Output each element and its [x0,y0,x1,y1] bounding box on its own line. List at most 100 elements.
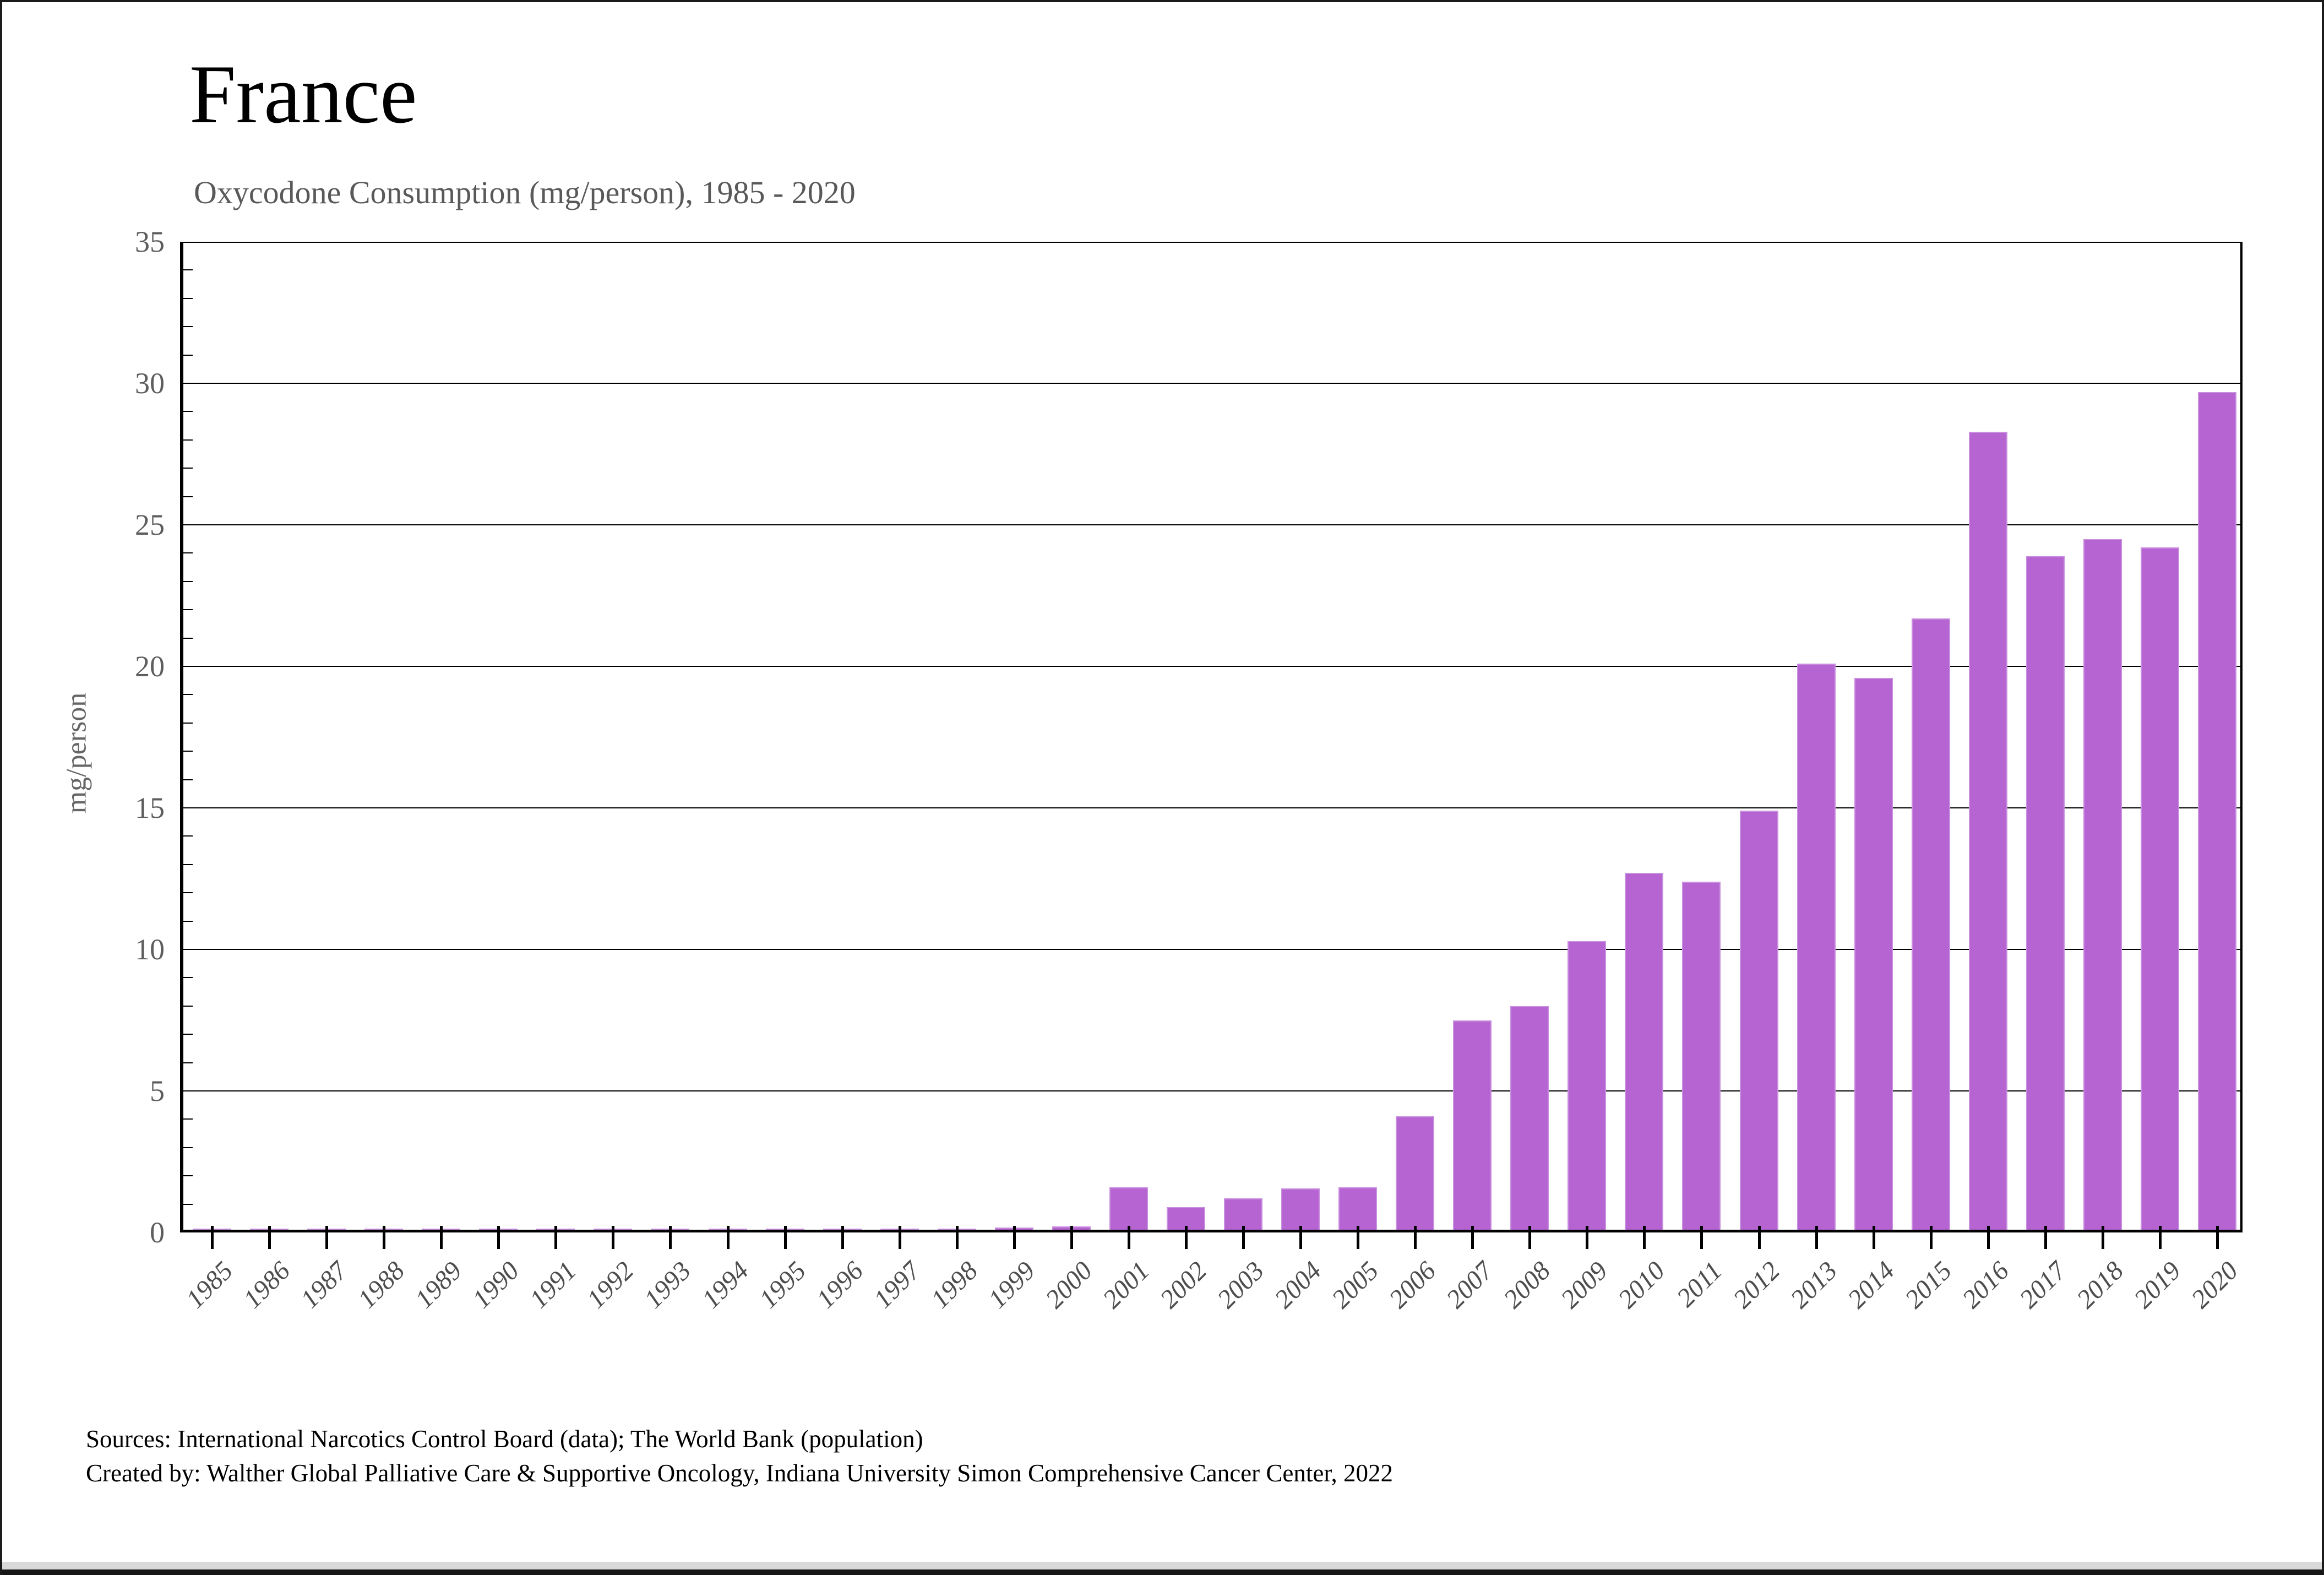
x-tick-1985 [211,1226,214,1249]
footer-credits: Sources: International Narcotics Control… [86,1422,1393,1490]
y-tick-label-30: 30 [135,367,165,400]
bar-2009 [1568,941,1607,1230]
y-minor-tick [183,751,193,752]
x-tick-2015 [1929,1226,1933,1249]
gridline-y-25 [183,524,2240,525]
bar-2014 [1854,677,1893,1230]
y-tick-label-10: 10 [135,933,165,966]
x-tick-2014 [1872,1226,1875,1249]
y-minor-tick [183,694,193,696]
x-tick-2000 [1070,1226,1073,1249]
y-minor-ticks-layer [183,242,2240,1230]
x-tick-1990 [497,1226,500,1249]
x-tick-2007 [1471,1226,1474,1249]
plot-area: 1985 1986 1987 1988 1989 1990 1991 1992 1993 1994… [180,242,2244,1314]
bar-2015 [1911,618,1950,1230]
y-minor-tick [183,892,193,894]
y-tick-label-25: 25 [135,508,165,541]
bar-2008 [1510,1006,1549,1230]
x-tick-2004 [1299,1226,1303,1249]
x-tick-2003 [1242,1226,1245,1249]
gridline-y-30 [183,383,2240,384]
y-minor-tick [183,920,193,922]
y-minor-tick [183,1005,193,1007]
x-tick-2018 [2101,1226,2104,1249]
x-tick-1988 [383,1226,386,1249]
bar-2018 [2083,539,2122,1230]
x-tick-2016 [1986,1226,1990,1249]
y-minor-tick [183,637,193,639]
y-minor-tick [183,580,193,582]
x-tick-2002 [1184,1226,1188,1249]
bar-2007 [1453,1020,1492,1230]
y-minor-tick [183,269,193,271]
y-minor-tick [183,1203,193,1205]
x-tick-2017 [2044,1226,2047,1249]
x-tick-2006 [1414,1226,1417,1249]
x-tick-1997 [898,1226,901,1249]
gridline-y-15 [183,807,2240,808]
y-tick-label-15: 15 [135,791,165,824]
x-tick-2012 [1757,1226,1761,1249]
bar-2005 [1338,1187,1378,1230]
y-tick-label-20: 20 [135,650,165,683]
y-minor-tick [183,326,193,328]
bar-2016 [1968,431,2007,1230]
x-tick-2013 [1815,1226,1818,1249]
y-minor-tick [183,1118,193,1120]
y-minor-tick [183,1147,193,1148]
x-tick-2019 [2158,1226,2162,1249]
x-tick-1999 [1013,1226,1016,1249]
x-tick-1994 [726,1226,730,1249]
y-minor-tick [183,977,193,979]
bar-2020 [2197,392,2236,1230]
bars-layer [183,242,2240,1230]
y-minor-tick [183,468,193,469]
window-bottom-strip [2,1562,2322,1569]
y-minor-tick [183,1175,193,1177]
x-labels-layer: 1985 1986 1987 1988 1989 1990 1991 1992 1993 1994… [181,242,2244,1314]
y-minor-tick [183,609,193,611]
y-minor-tick [183,297,193,299]
y-minor-tick [183,863,193,865]
bar-2011 [1682,881,1721,1230]
gridline-y-20 [183,666,2240,667]
footer-sources-line: Sources: International Narcotics Control… [86,1425,923,1453]
y-minor-tick [183,496,193,497]
y-minor-tick [183,722,193,724]
x-tick-2011 [1700,1226,1703,1249]
bar-2010 [1625,873,1664,1230]
x-tick-1993 [669,1226,672,1249]
footer-created-by-line: Created by: Walther Global Palliative Ca… [86,1459,1394,1487]
x-tick-1986 [268,1226,271,1249]
y-minor-tick [183,779,193,780]
x-tick-1998 [955,1226,959,1249]
x-tick-1992 [612,1226,615,1249]
x-tick-2001 [1127,1226,1130,1249]
bar-2001 [1109,1187,1148,1230]
x-tick-1989 [440,1226,443,1249]
x-tick-1995 [783,1226,787,1249]
x-ticks-layer [183,242,2240,1249]
gridline-y-5 [183,1090,2240,1091]
x-tick-2008 [1528,1226,1532,1249]
x-tick-2009 [1586,1226,1589,1249]
chart-subtitle: Oxycodone Consumption (mg/person), 1985 … [194,175,856,210]
y-minor-tick [183,1062,193,1063]
bar-2006 [1396,1116,1435,1230]
x-tick-2005 [1357,1226,1360,1249]
gridline-y-35 [183,242,2240,243]
gridlines-layer [183,242,2240,1230]
y-minor-tick [183,835,193,837]
bar-2017 [2026,556,2065,1230]
y-tick-label-35: 35 [135,225,165,258]
x-tick-2010 [1643,1226,1646,1249]
bar-2003 [1224,1198,1263,1230]
bar-2013 [1797,664,1836,1230]
bar-2004 [1281,1188,1320,1230]
x-tick-1987 [325,1226,329,1249]
y-tick-label-0: 0 [150,1216,165,1249]
x-tick-2020 [2216,1226,2219,1249]
y-minor-tick [183,411,193,412]
